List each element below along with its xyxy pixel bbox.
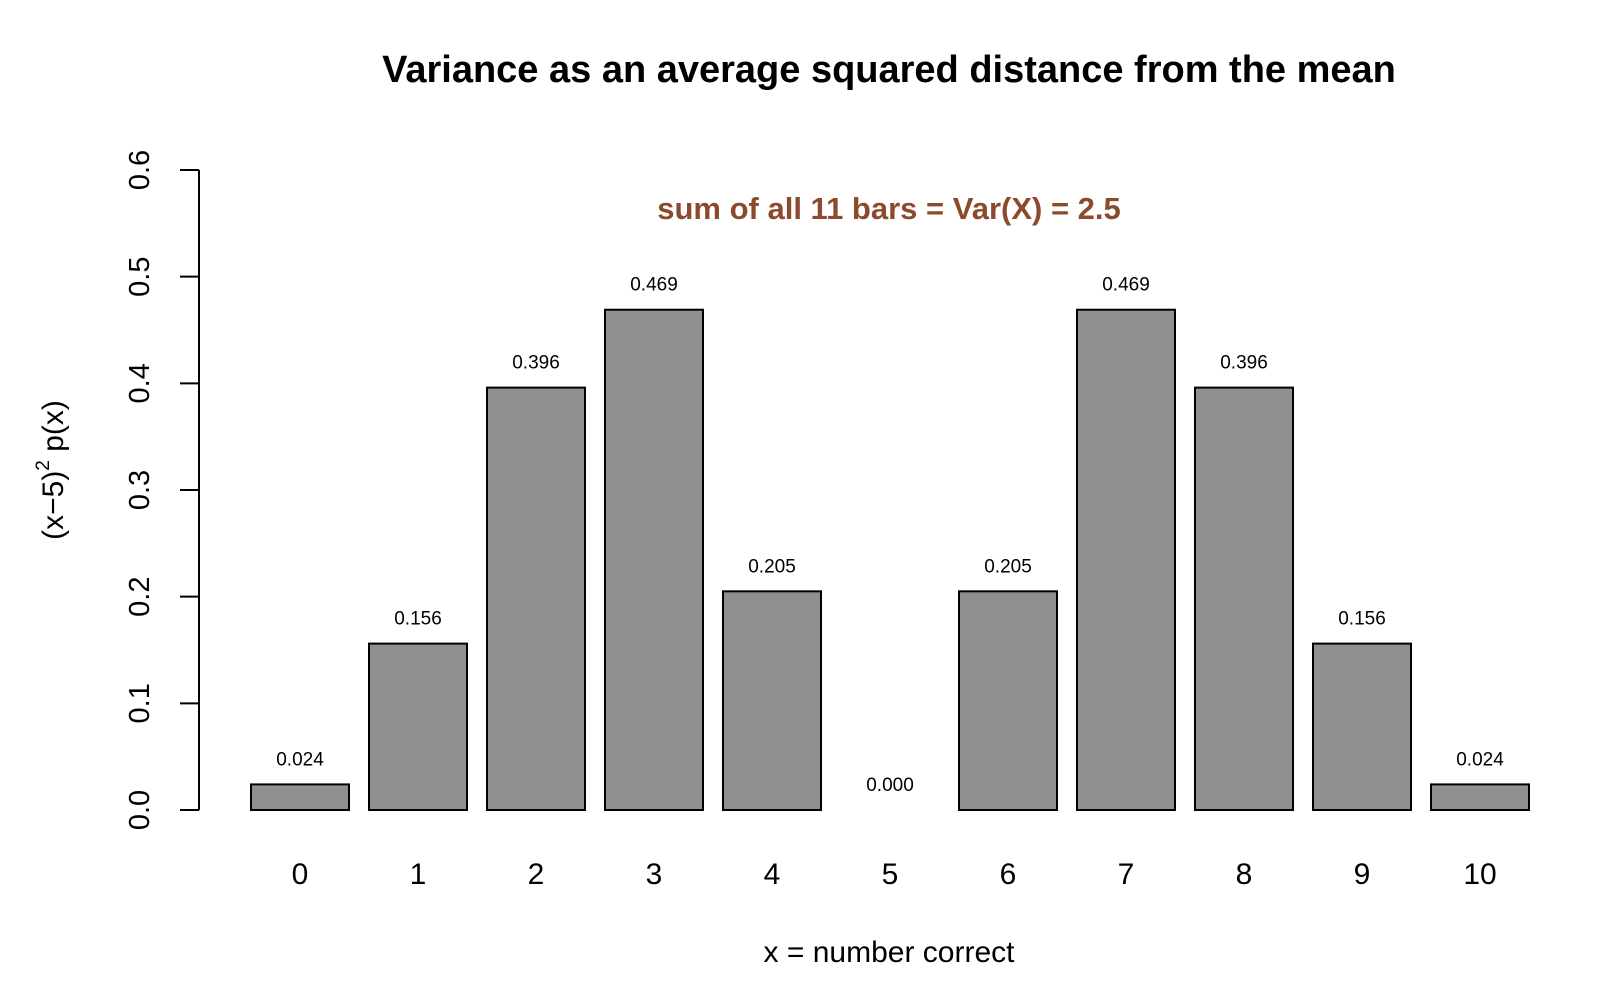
bar-x-10 [1430, 783, 1530, 812]
x-tick-label: 0 [292, 858, 309, 891]
y-axis-label-base: (x−5) [37, 471, 70, 540]
bar-value-label: 0.156 [1338, 609, 1386, 630]
x-tick-label: 7 [1118, 858, 1135, 891]
y-tick-label: 0.5 [124, 257, 156, 297]
bar-value-label: 0.396 [1220, 353, 1268, 374]
x-tick-label: 2 [528, 858, 545, 891]
x-tick-label: 9 [1354, 858, 1371, 891]
bar-x-9 [1312, 642, 1412, 811]
x-tick-label: 1 [410, 858, 427, 891]
bar-x-8 [1194, 386, 1294, 811]
x-axis-label: x = number correct [764, 936, 1016, 969]
y-tick-label: 0.3 [124, 470, 156, 510]
bar-x-1 [368, 642, 468, 811]
y-axis-ticks: 0.0 0.1 0.2 0.3 0.4 0.5 0.6 [124, 150, 199, 830]
bar-value-label: 0.469 [1102, 275, 1150, 296]
bar-value-label: 0.396 [512, 353, 560, 374]
x-tick-label: 4 [764, 858, 781, 891]
bar-value-labels: 0.024 0.156 0.396 0.469 0.205 0.000 0.205 0.469… [276, 275, 1504, 796]
bar-x-3 [604, 308, 704, 811]
bar-value-label: 0.205 [748, 556, 796, 577]
bar-x-6 [958, 590, 1058, 811]
bar-x-7 [1076, 308, 1176, 811]
x-tick-label: 6 [1000, 858, 1017, 891]
bar-value-label: 0.024 [276, 749, 324, 770]
x-axis-tick-labels: 0 1 2 3 4 5 6 7 8 9 10 [292, 858, 1497, 891]
x-tick-label: 10 [1463, 858, 1496, 891]
bars [250, 308, 1530, 812]
bar-x-0 [250, 783, 350, 812]
bar-value-label: 0.000 [866, 775, 914, 796]
bar-value-label: 0.156 [394, 609, 442, 630]
x-tick-label: 8 [1236, 858, 1253, 891]
x-tick-label: 5 [882, 858, 899, 891]
y-tick-label: 0.6 [124, 150, 156, 190]
bar-value-label: 0.469 [630, 275, 678, 296]
y-tick-label: 0.1 [124, 683, 156, 723]
y-axis-label: (x−5)2 p(x) [33, 400, 70, 540]
x-tick-label: 3 [646, 858, 663, 891]
bar-value-label: 0.024 [1456, 749, 1504, 770]
y-tick-label: 0.0 [124, 790, 156, 830]
variance-sum-annotation: sum of all 11 bars = Var(X) = 2.5 [657, 191, 1121, 226]
y-axis-label-exponent: 2 [33, 460, 54, 471]
y-tick-label: 0.4 [124, 363, 156, 403]
bar-x-2 [486, 386, 586, 811]
bar-x-4 [722, 590, 822, 811]
y-axis-label-tail: p(x) [37, 400, 70, 460]
y-tick-label: 0.2 [124, 577, 156, 617]
bar-value-label: 0.205 [984, 556, 1032, 577]
chart-title: Variance as an average squared distance … [382, 49, 1396, 91]
